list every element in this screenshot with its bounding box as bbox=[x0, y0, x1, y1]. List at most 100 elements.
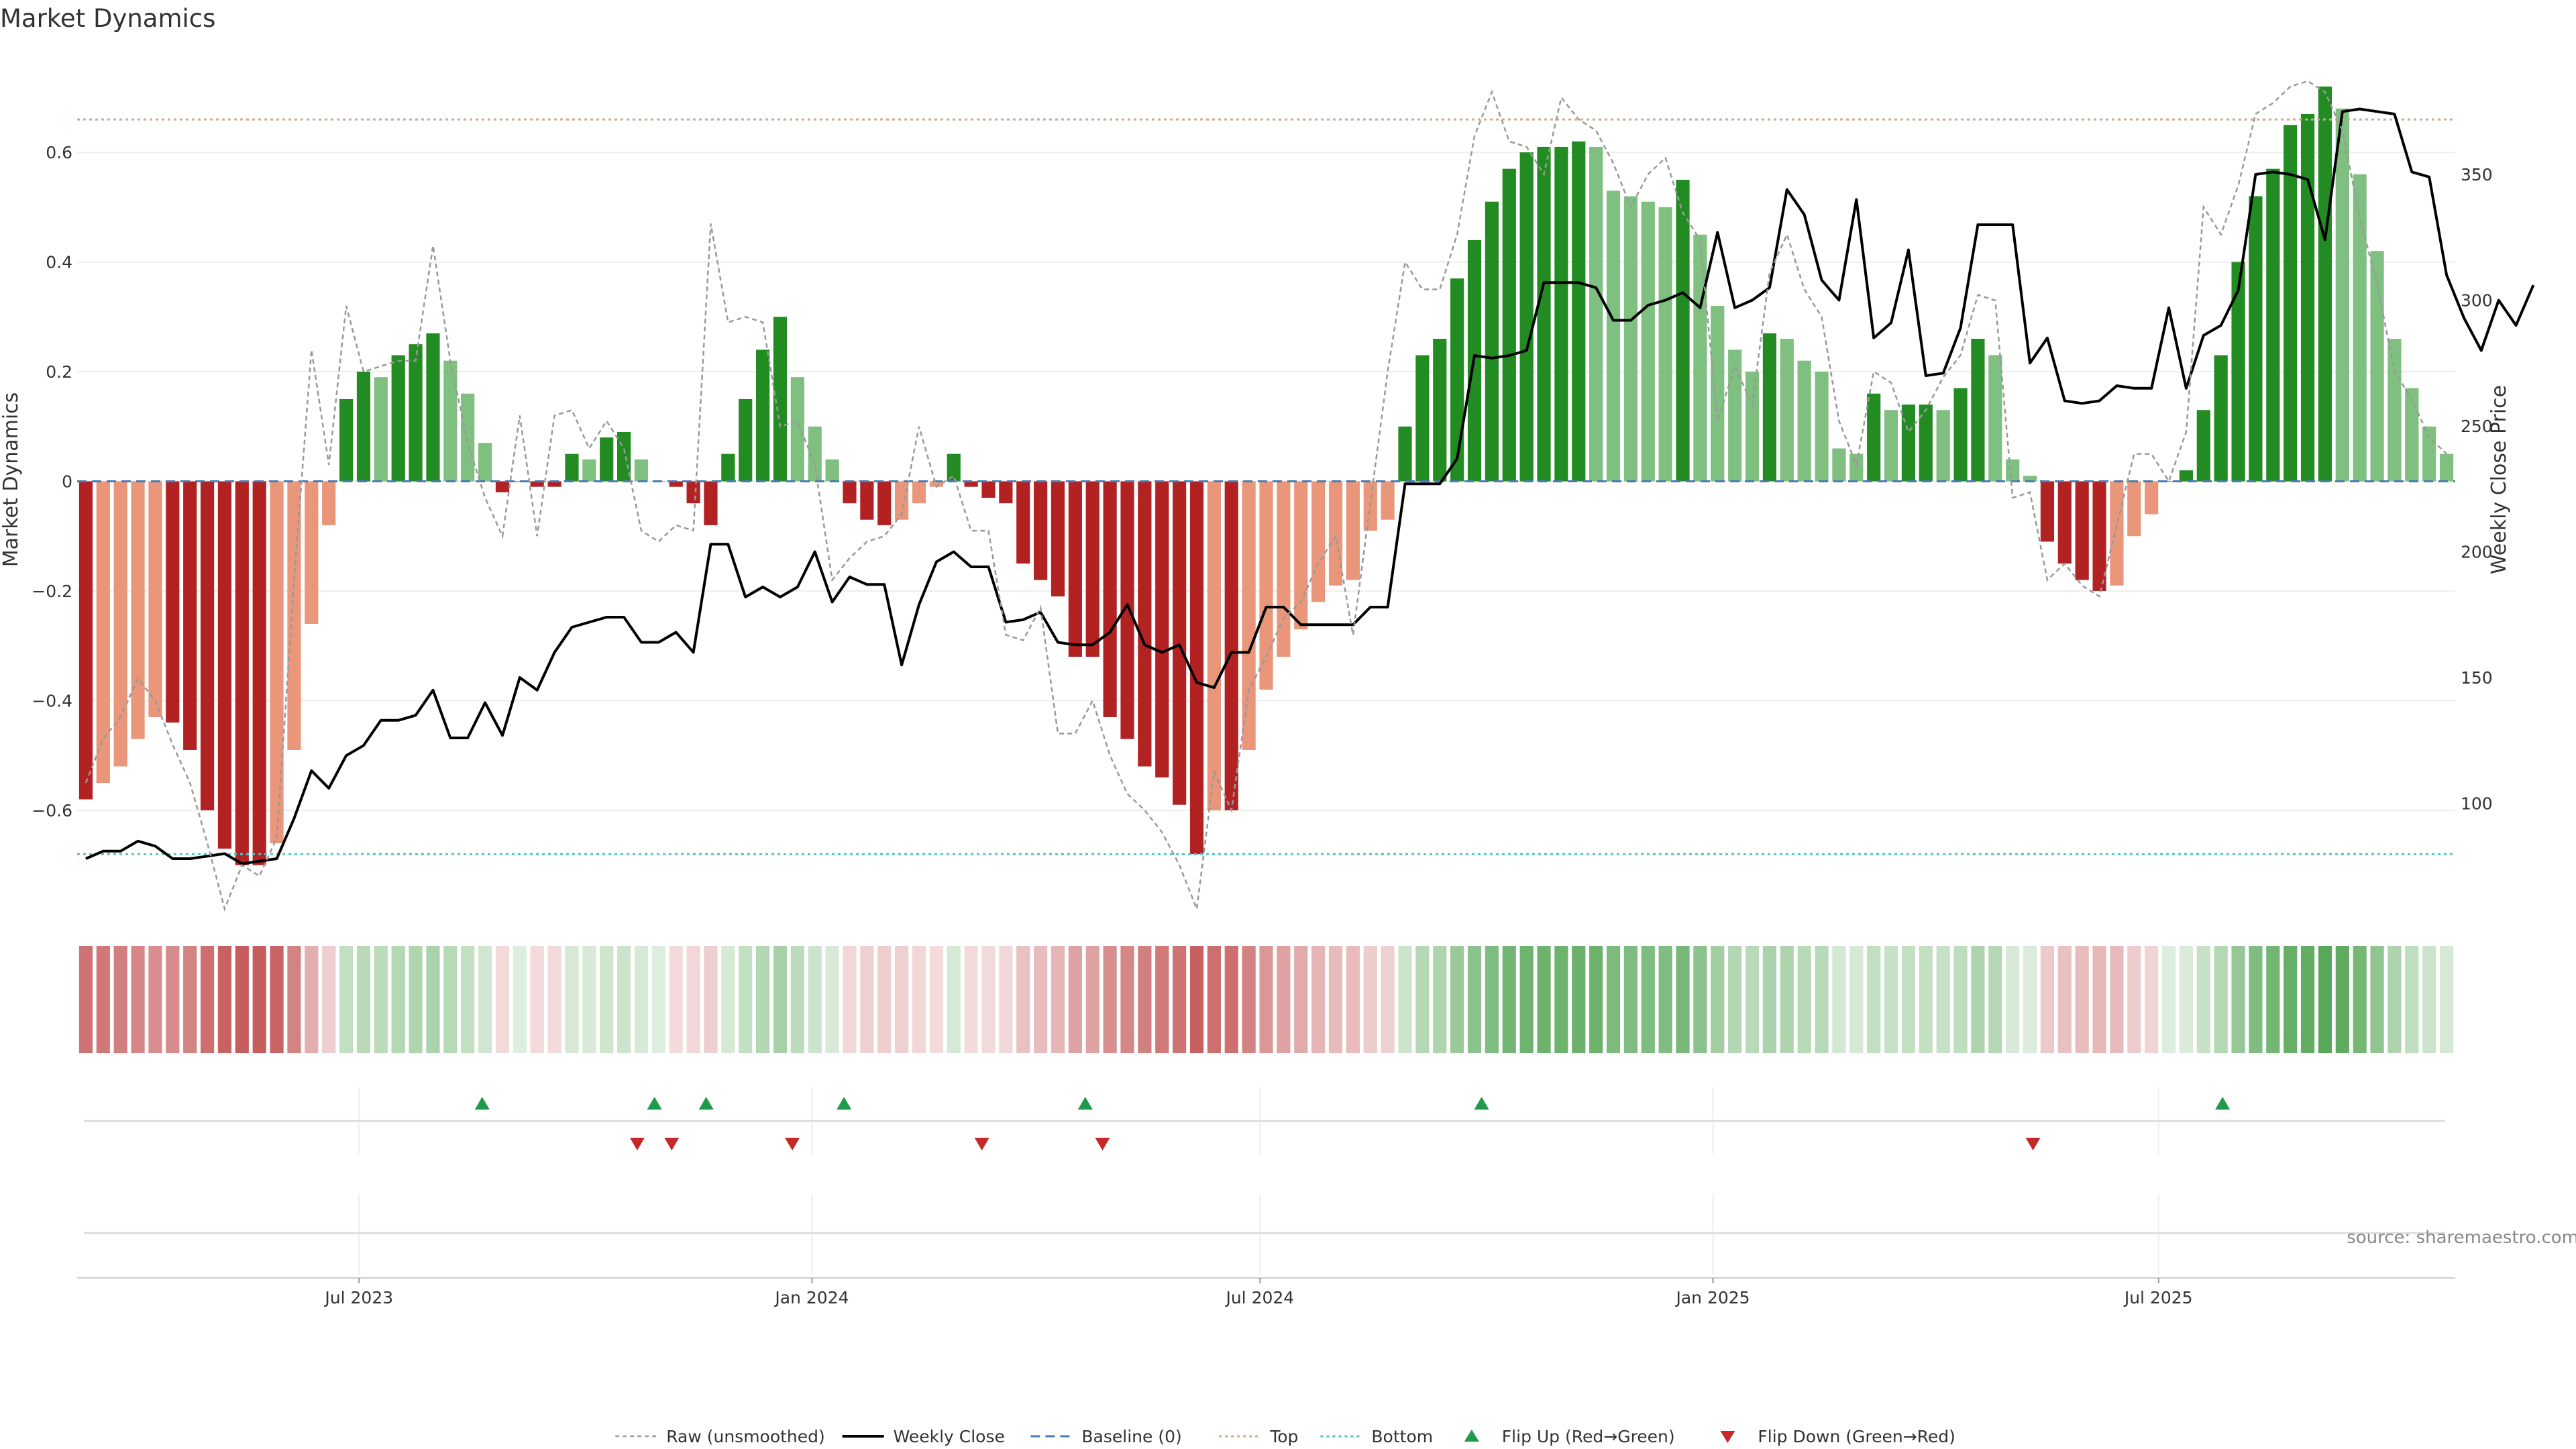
dynamics-bar bbox=[600, 437, 614, 482]
flip-up-marker bbox=[474, 1097, 490, 1110]
dynamics-bar bbox=[1658, 207, 1672, 482]
dynamics-bar bbox=[113, 481, 127, 767]
dynamics-bar bbox=[1641, 201, 1655, 482]
strip-cell bbox=[2040, 946, 2055, 1053]
dynamics-bar bbox=[1832, 448, 1846, 482]
strip-cell bbox=[790, 946, 804, 1053]
strip-cell bbox=[1745, 946, 1760, 1053]
dynamics-bar bbox=[1189, 481, 1204, 855]
strip-cell bbox=[582, 946, 596, 1053]
dynamics-bar bbox=[912, 481, 926, 504]
dynamics-bar bbox=[721, 453, 735, 482]
dynamics-bar bbox=[2040, 481, 2055, 542]
dynamics-bar bbox=[1485, 201, 1499, 482]
dynamics-bars bbox=[78, 87, 2454, 865]
dynamics-bar bbox=[461, 393, 475, 482]
dynamics-bar bbox=[2127, 481, 2141, 537]
legend-flip-up-icon bbox=[1464, 1430, 1479, 1442]
dynamics-bar bbox=[1936, 410, 1950, 482]
dynamics-bar bbox=[686, 481, 700, 504]
flip-down-marker bbox=[664, 1138, 680, 1150]
dynamics-bar bbox=[1537, 146, 1551, 482]
dynamics-bar bbox=[2387, 339, 2402, 482]
dynamics-bar bbox=[287, 481, 301, 750]
y-tick-label-left: −0.4 bbox=[32, 691, 72, 710]
flip-down-marker bbox=[629, 1138, 645, 1150]
legend-item: Weekly Close bbox=[842, 1427, 1005, 1446]
legend-item: Baseline (0) bbox=[1030, 1427, 1182, 1446]
strip-cell bbox=[756, 946, 770, 1053]
legend-item: Top bbox=[1219, 1427, 1298, 1446]
strip-cell bbox=[252, 946, 266, 1053]
dynamics-bar bbox=[1797, 360, 1811, 482]
dynamics-bar bbox=[1277, 481, 1291, 657]
y-axis-label-right: Weekly Close Price bbox=[2487, 385, 2511, 574]
legend-item: Flip Up (Red→Green) bbox=[1464, 1427, 1675, 1446]
dynamics-bar bbox=[409, 344, 423, 482]
dynamics-bar bbox=[999, 481, 1013, 504]
strip-cell bbox=[1415, 946, 1430, 1053]
dynamics-bar bbox=[148, 481, 162, 717]
strip-cell bbox=[495, 946, 510, 1053]
dynamics-bar bbox=[2370, 251, 2384, 482]
dynamics-bar bbox=[704, 481, 718, 525]
dynamics-bar bbox=[1728, 350, 1742, 482]
legend-label: Raw (unsmoothed) bbox=[666, 1427, 825, 1446]
dynamics-bar bbox=[981, 481, 996, 498]
dynamics-bar bbox=[1554, 146, 1568, 482]
strip-cell bbox=[1103, 946, 1117, 1053]
strip-cell bbox=[1554, 946, 1568, 1053]
strip-cell bbox=[1294, 946, 1308, 1053]
strip-cell bbox=[2249, 946, 2263, 1053]
strip-cell bbox=[391, 946, 405, 1053]
strip-cell bbox=[739, 946, 753, 1053]
y-axis-left: −0.6 −0.4 −0.2 0 0.2 0.4 0.6 bbox=[32, 143, 72, 820]
dynamics-bar bbox=[790, 377, 804, 482]
strip-cell bbox=[843, 946, 857, 1053]
strip-cell bbox=[2300, 946, 2315, 1053]
strip-cell bbox=[1433, 946, 1447, 1053]
strip-cell bbox=[2023, 946, 2037, 1053]
strip-cell bbox=[1884, 946, 1898, 1053]
dynamics-bar bbox=[1676, 179, 1690, 482]
strip-cell bbox=[2318, 946, 2332, 1053]
strip-cell bbox=[651, 946, 665, 1053]
dynamics-bar bbox=[773, 317, 788, 482]
strip-cell bbox=[1138, 946, 1152, 1053]
strip-cell bbox=[1641, 946, 1655, 1053]
dynamics-bar bbox=[270, 481, 284, 843]
dynamics-bar bbox=[2422, 426, 2436, 482]
strip-cell bbox=[877, 946, 892, 1053]
strip-cell bbox=[443, 946, 458, 1053]
strip-cell bbox=[2196, 946, 2210, 1053]
strip-cell bbox=[1328, 946, 1343, 1053]
dynamics-bar bbox=[1953, 388, 1968, 482]
flip-down-marker bbox=[1095, 1138, 1110, 1150]
strip-cell bbox=[1502, 946, 1516, 1053]
strip-cell bbox=[1467, 946, 1482, 1053]
legend-label: Flip Down (Green→Red) bbox=[1758, 1427, 1955, 1446]
strip-cell bbox=[2214, 946, 2228, 1053]
dynamics-bar bbox=[1901, 405, 1916, 482]
strip-cell bbox=[981, 946, 996, 1053]
dynamics-bar bbox=[1971, 339, 1985, 482]
dynamics-bar bbox=[217, 481, 232, 849]
flip-up-marker bbox=[2215, 1097, 2231, 1110]
strip-cell bbox=[78, 946, 93, 1053]
legend-label: Baseline (0) bbox=[1081, 1427, 1181, 1446]
dynamics-bar bbox=[530, 481, 544, 487]
dynamics-bar bbox=[166, 481, 180, 723]
x-tick-label: Jan 2024 bbox=[773, 1288, 849, 1307]
dynamics-bar bbox=[2249, 196, 2263, 482]
dynamics-bar bbox=[1346, 481, 1360, 580]
dynamics-bar bbox=[1398, 426, 1412, 482]
dynamics-bar bbox=[2057, 481, 2072, 564]
strip-cell bbox=[1693, 946, 1707, 1053]
strip-cell bbox=[1277, 946, 1291, 1053]
dynamics-bar bbox=[1867, 393, 1881, 482]
strip-cell bbox=[1398, 946, 1412, 1053]
strip-cell bbox=[235, 946, 249, 1053]
dynamics-bar bbox=[2075, 481, 2089, 580]
strip-cell bbox=[1936, 946, 1950, 1053]
dynamics-bar bbox=[1328, 481, 1343, 586]
